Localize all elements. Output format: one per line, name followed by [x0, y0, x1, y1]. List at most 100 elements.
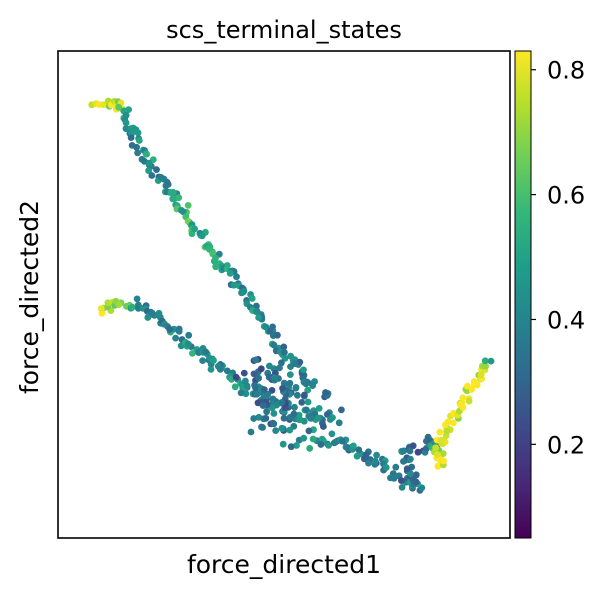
scatter-point	[373, 451, 380, 459]
scatter-point	[302, 380, 310, 388]
scatter-point	[253, 302, 260, 310]
scatter-point	[398, 484, 406, 491]
scatter-point	[276, 364, 283, 372]
scatter-point	[477, 371, 485, 379]
scatter-point	[280, 379, 288, 387]
scatter-point	[254, 399, 262, 407]
scatter-point	[255, 314, 262, 321]
scatter-point	[317, 441, 325, 448]
scatter-point	[134, 149, 142, 157]
scatter-point	[145, 167, 153, 175]
scatter-point	[307, 414, 315, 422]
scatter-point	[212, 254, 219, 262]
scatter-point	[274, 331, 281, 339]
scatter-point	[309, 382, 316, 389]
scatter-point	[309, 435, 317, 443]
scatter-point	[412, 471, 420, 479]
scatter-point	[202, 348, 210, 356]
scatter-point	[434, 451, 441, 458]
scatter-point	[294, 391, 301, 399]
scatter-point	[230, 281, 238, 289]
scatter-point	[148, 172, 156, 179]
scatter-point	[291, 403, 298, 411]
scatter-point	[207, 366, 215, 373]
scatter-point	[157, 174, 165, 181]
scatter-point	[145, 159, 153, 167]
scatter-point	[133, 295, 141, 303]
scatter-point	[459, 394, 467, 402]
scatter-point	[143, 150, 151, 158]
scatter-point	[409, 442, 417, 450]
scatter-point	[155, 311, 162, 319]
scatter-point	[281, 354, 289, 362]
scatter-point	[189, 350, 196, 357]
scatter-point	[280, 414, 288, 422]
colorbar-ticks: 0.2 0.4 0.6 0.8	[531, 57, 585, 459]
scatter-point	[293, 442, 300, 449]
scatter-point	[233, 273, 240, 281]
scatter-point	[473, 381, 481, 389]
scatter-point	[371, 457, 379, 465]
scatter-point	[296, 358, 304, 366]
scatter-point	[247, 428, 255, 436]
scatter-point	[390, 475, 398, 482]
scatter-point	[191, 225, 199, 233]
scatter-point	[286, 371, 294, 378]
scatter-point	[216, 365, 224, 373]
scatter-point	[259, 402, 267, 409]
scatter-point	[300, 434, 308, 442]
scatter-point	[434, 462, 442, 470]
scatter-point	[198, 232, 206, 240]
scatter-point	[286, 426, 294, 434]
scatter-point	[360, 455, 368, 463]
scatter-point	[184, 202, 192, 209]
scatter-point	[444, 418, 452, 426]
scatter-point	[166, 325, 174, 333]
scatter-point	[437, 436, 445, 444]
scatter-point	[436, 428, 444, 436]
scatter-point	[122, 119, 130, 127]
scatter-point	[481, 357, 489, 365]
colorbar-tick-label: 0.2	[547, 431, 585, 459]
scatter-point	[175, 194, 183, 202]
scatter-point	[326, 416, 334, 423]
scatter-point	[412, 478, 420, 486]
scatter-point	[253, 390, 261, 398]
scatter-point	[179, 208, 187, 216]
scatter-point	[259, 424, 266, 431]
scatter-point	[210, 356, 217, 364]
scatter-point	[320, 423, 327, 430]
scatter-point	[265, 373, 273, 381]
scatter-point	[238, 289, 245, 297]
scatter-point	[355, 446, 363, 454]
scatter-point	[407, 455, 414, 463]
scatter-point	[250, 370, 258, 378]
scatter-point	[240, 369, 248, 377]
plot-frame	[57, 50, 511, 539]
scatter-point	[400, 458, 407, 465]
scatter-point	[322, 389, 329, 396]
scatter-point	[128, 303, 136, 311]
scatter-point	[350, 442, 357, 450]
colorbar-tick-label: 0.4	[547, 306, 585, 334]
scatter-point	[250, 415, 258, 422]
scatter-point	[185, 340, 192, 348]
scatter-point	[278, 399, 286, 406]
colorbar-tick-label: 0.6	[547, 182, 585, 210]
scatter-point	[279, 440, 287, 448]
colorbar	[514, 50, 532, 539]
scatter-point	[338, 437, 346, 445]
scatter-point	[125, 106, 132, 113]
scatter-point	[300, 366, 307, 374]
scatter-point	[325, 442, 332, 449]
scatter-point	[251, 381, 258, 389]
scatter-point	[465, 397, 473, 405]
scatter-point	[279, 385, 286, 392]
scatter-point	[226, 270, 234, 277]
scatter-point	[122, 125, 130, 133]
scatter-point	[432, 444, 440, 452]
scatter-point	[338, 406, 345, 414]
scatter-point	[269, 419, 277, 427]
scatter-point	[270, 410, 278, 417]
scatter-point	[248, 295, 256, 302]
